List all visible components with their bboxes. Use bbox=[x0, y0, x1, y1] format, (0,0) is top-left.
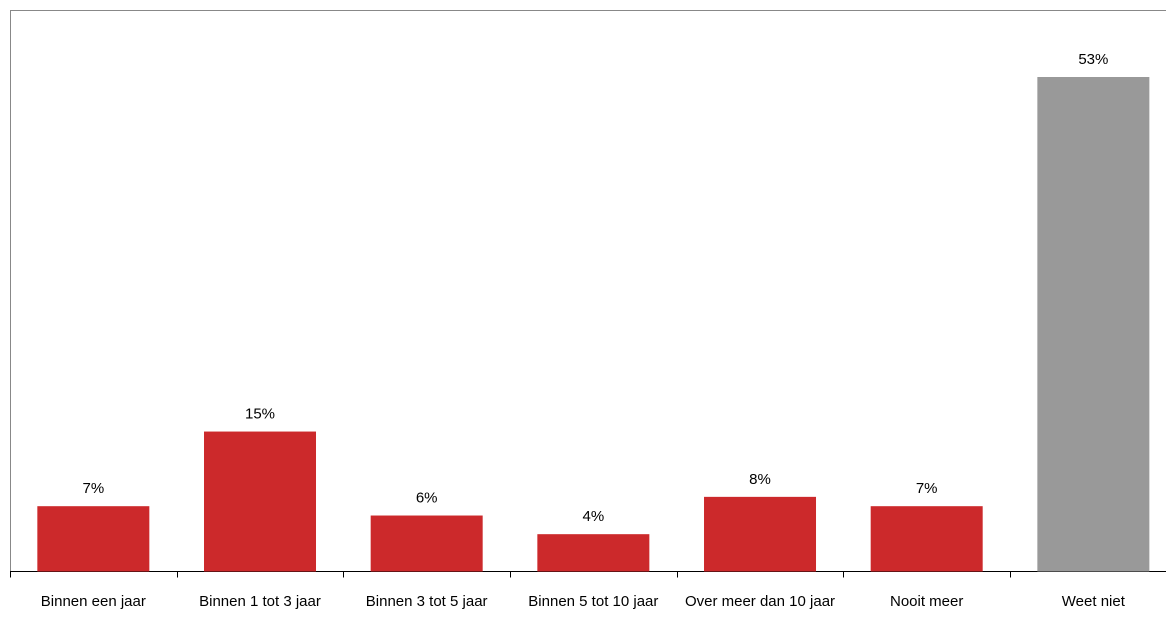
x-tick-label: Weet niet bbox=[1061, 593, 1125, 610]
bar bbox=[370, 515, 483, 572]
value-label: 7% bbox=[82, 480, 104, 497]
value-label: 7% bbox=[916, 480, 938, 497]
value-label: 4% bbox=[583, 508, 605, 525]
x-tick-label: Nooit meer bbox=[889, 593, 964, 610]
bar bbox=[704, 496, 817, 572]
bar bbox=[870, 506, 983, 572]
x-tick-label: Binnen 5 tot 10 jaar bbox=[528, 593, 659, 610]
bar bbox=[204, 431, 317, 572]
value-label: 8% bbox=[749, 471, 771, 488]
bar bbox=[37, 506, 150, 572]
x-tick-label: Binnen 1 tot 3 jaar bbox=[199, 593, 321, 610]
x-tick-label: Over meer dan 10 jaar bbox=[684, 593, 836, 610]
value-label: 15% bbox=[245, 406, 275, 423]
value-label: 6% bbox=[416, 490, 438, 507]
bar bbox=[1037, 77, 1150, 572]
bar bbox=[537, 534, 650, 572]
x-tick-label: Binnen 3 tot 5 jaar bbox=[365, 593, 488, 610]
value-label: 53% bbox=[1078, 51, 1108, 68]
x-tick-label: Binnen een jaar bbox=[40, 593, 146, 610]
